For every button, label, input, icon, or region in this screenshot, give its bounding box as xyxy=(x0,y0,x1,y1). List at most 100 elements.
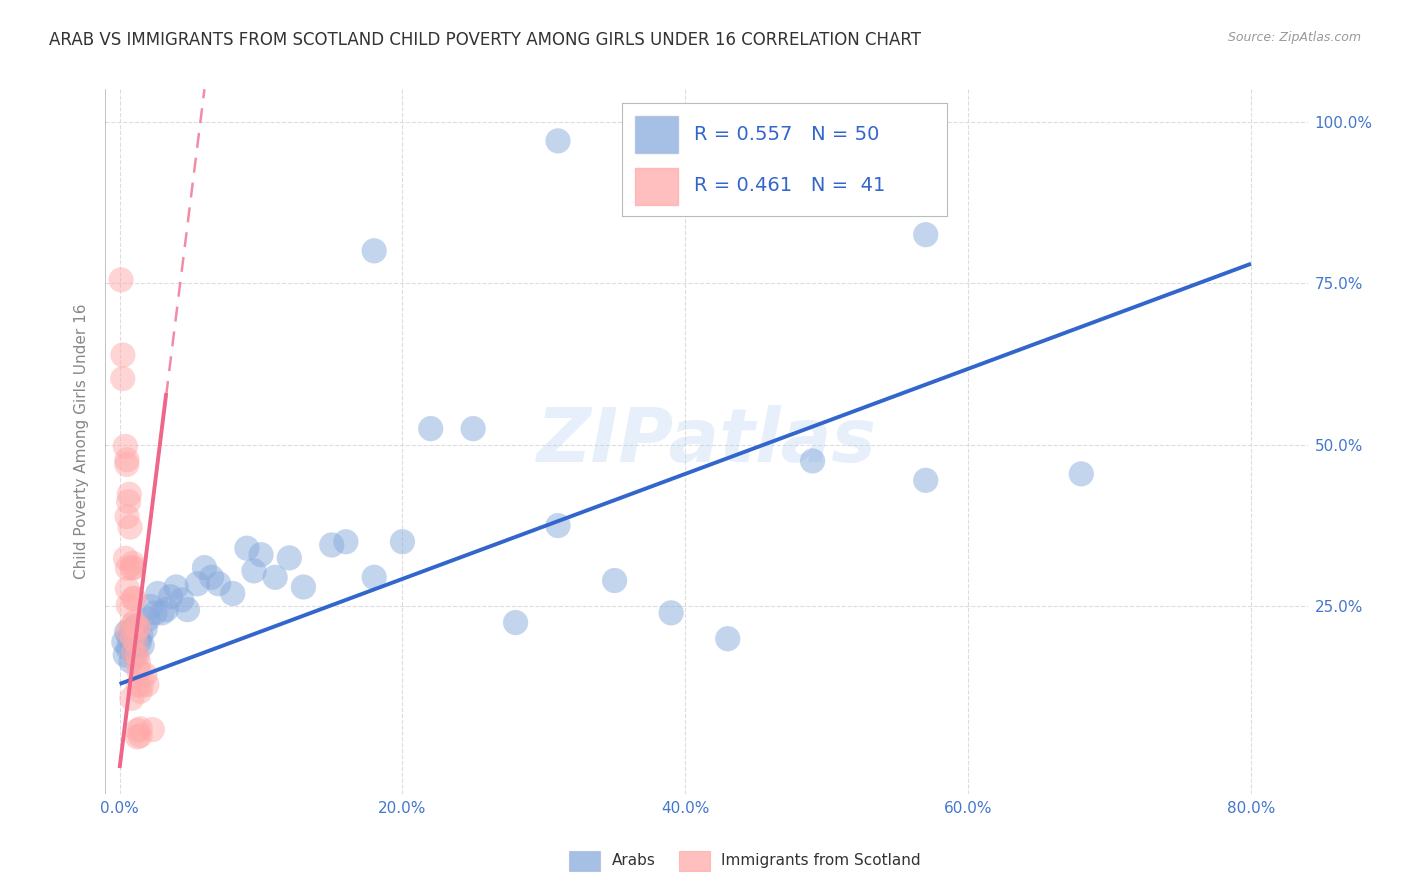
Point xyxy=(165,580,187,594)
Point xyxy=(159,590,181,604)
Point xyxy=(129,678,152,692)
Point xyxy=(127,723,149,738)
Point xyxy=(129,729,152,743)
Point xyxy=(117,599,139,613)
Point xyxy=(114,648,136,662)
Point xyxy=(110,273,132,287)
Point xyxy=(115,458,138,472)
Point xyxy=(131,638,153,652)
Point xyxy=(117,561,139,575)
Point xyxy=(128,620,150,634)
Point xyxy=(134,622,156,636)
Point xyxy=(155,602,177,616)
Point xyxy=(363,244,385,258)
Bar xyxy=(636,116,678,153)
Point xyxy=(120,520,142,534)
Point xyxy=(914,227,936,242)
Point xyxy=(463,422,485,436)
Text: R = 0.557   N = 50: R = 0.557 N = 50 xyxy=(693,125,879,144)
Point xyxy=(186,576,208,591)
Point xyxy=(264,570,287,584)
Point xyxy=(121,561,143,575)
Point xyxy=(122,591,145,606)
Point xyxy=(222,586,245,600)
Point xyxy=(114,551,136,566)
Point xyxy=(139,599,162,614)
Point xyxy=(363,570,385,584)
Point xyxy=(146,586,169,600)
Point xyxy=(292,580,315,594)
Point xyxy=(127,678,149,692)
Point xyxy=(115,452,138,467)
Point xyxy=(250,548,273,562)
Point xyxy=(121,557,143,571)
Point xyxy=(122,646,145,660)
Text: ZIPatlas: ZIPatlas xyxy=(537,405,876,478)
Point xyxy=(391,534,413,549)
Point xyxy=(114,439,136,453)
Point xyxy=(335,534,357,549)
Point xyxy=(127,632,149,646)
Point xyxy=(120,618,142,632)
Point xyxy=(717,632,740,646)
Point xyxy=(505,615,527,630)
Point xyxy=(207,576,229,591)
Point xyxy=(141,723,163,737)
Point xyxy=(124,648,146,662)
Point xyxy=(125,619,148,633)
Point xyxy=(115,625,138,640)
Point xyxy=(122,591,145,606)
Point xyxy=(128,635,150,649)
Point xyxy=(129,722,152,736)
Text: Immigrants from Scotland: Immigrants from Scotland xyxy=(721,854,921,868)
Point xyxy=(111,371,134,385)
Point xyxy=(176,602,198,616)
Point xyxy=(122,638,145,652)
Point xyxy=(127,656,149,670)
Point xyxy=(236,541,259,556)
Point xyxy=(117,641,139,656)
Point xyxy=(134,667,156,681)
Point xyxy=(118,632,141,646)
Point xyxy=(111,348,134,362)
Point xyxy=(127,730,149,744)
Point xyxy=(117,494,139,508)
Point xyxy=(170,593,193,607)
Point xyxy=(659,606,682,620)
Y-axis label: Child Poverty Among Girls Under 16: Child Poverty Among Girls Under 16 xyxy=(75,304,90,579)
Point xyxy=(121,691,143,706)
Point xyxy=(122,560,145,574)
Point xyxy=(143,606,166,620)
Point xyxy=(128,664,150,678)
Text: Source: ZipAtlas.com: Source: ZipAtlas.com xyxy=(1227,31,1361,45)
Point xyxy=(278,550,301,565)
Text: Arabs: Arabs xyxy=(612,854,655,868)
Point xyxy=(547,518,569,533)
Point xyxy=(321,538,343,552)
Point xyxy=(1070,467,1092,481)
Point xyxy=(127,621,149,635)
Point xyxy=(115,509,138,524)
Point xyxy=(603,574,626,588)
Point xyxy=(118,487,141,501)
Point xyxy=(193,560,215,574)
Point xyxy=(127,648,149,663)
Point xyxy=(914,473,936,487)
Text: R = 0.461   N =  41: R = 0.461 N = 41 xyxy=(693,176,886,195)
Point xyxy=(547,134,569,148)
Text: ARAB VS IMMIGRANTS FROM SCOTLAND CHILD POVERTY AMONG GIRLS UNDER 16 CORRELATION : ARAB VS IMMIGRANTS FROM SCOTLAND CHILD P… xyxy=(49,31,921,49)
Point xyxy=(120,654,142,668)
Bar xyxy=(636,168,678,205)
Point xyxy=(117,582,139,596)
Point xyxy=(243,564,266,578)
Point xyxy=(117,624,139,639)
Point xyxy=(150,606,173,620)
Point xyxy=(129,684,152,698)
Point xyxy=(121,622,143,636)
Point xyxy=(801,454,824,468)
Point xyxy=(200,570,222,584)
Point xyxy=(419,422,441,436)
Point xyxy=(112,635,135,649)
Point xyxy=(121,631,143,645)
Point xyxy=(129,628,152,642)
